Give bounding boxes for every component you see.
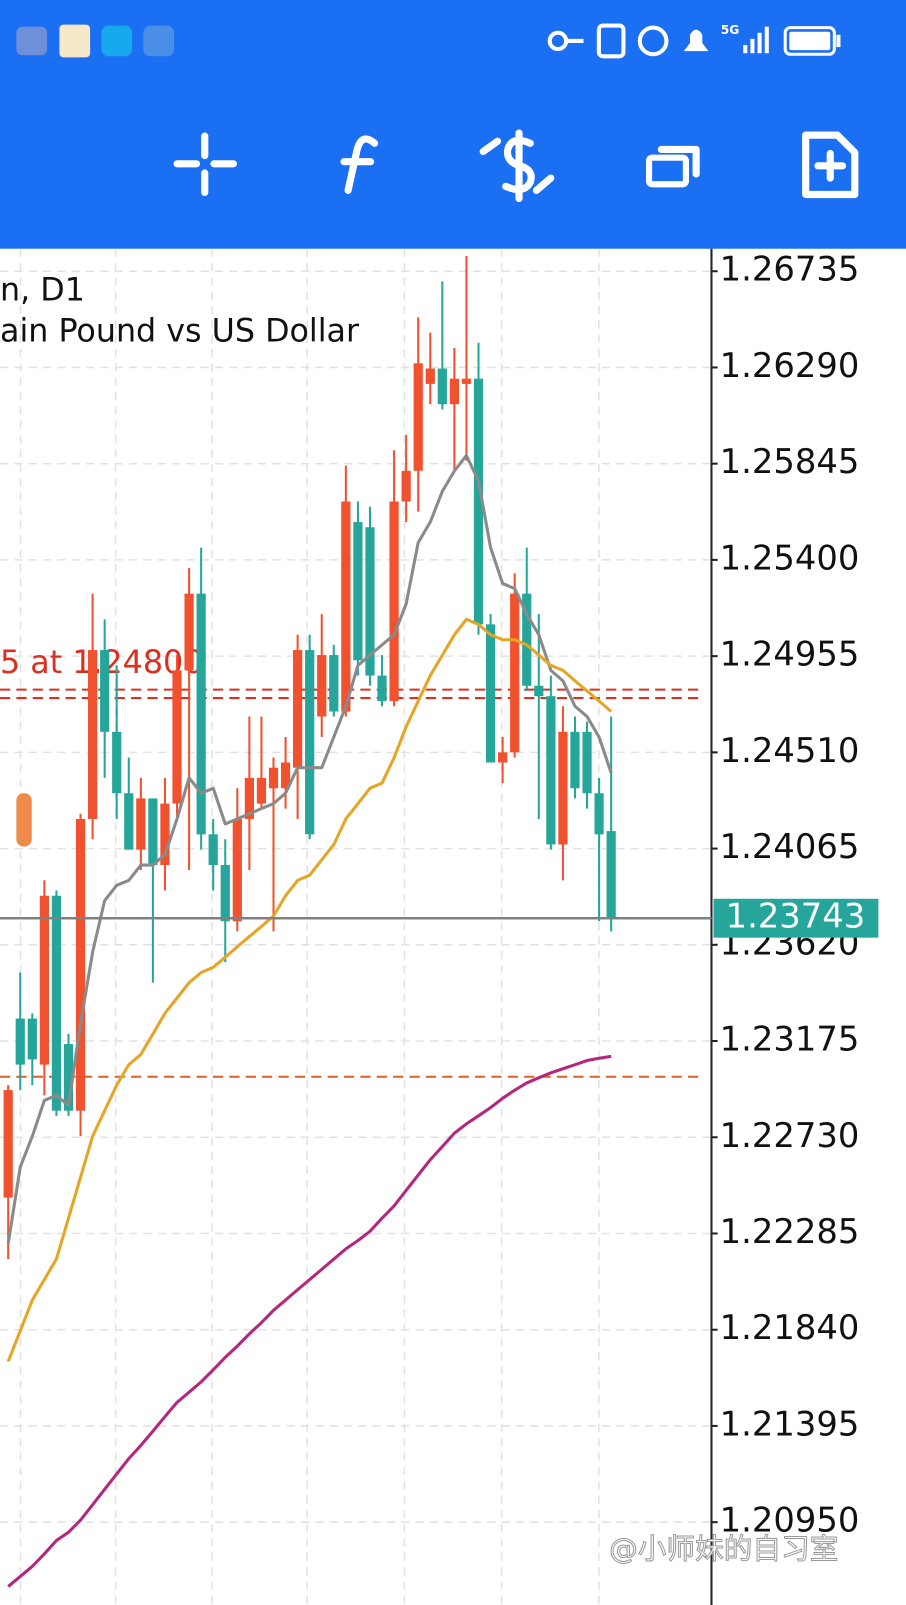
candle-body bbox=[39, 895, 49, 1065]
toolbar bbox=[173, 129, 859, 203]
candle-body bbox=[522, 593, 532, 686]
candle-body bbox=[15, 1018, 25, 1065]
candle-body bbox=[172, 670, 182, 804]
candle-body bbox=[570, 731, 580, 789]
candle-body bbox=[112, 731, 122, 794]
candle-body bbox=[582, 731, 592, 794]
battery-level bbox=[789, 31, 831, 51]
crosshair-button[interactable] bbox=[173, 132, 237, 197]
candle-body bbox=[546, 696, 556, 845]
candle-body bbox=[208, 834, 218, 866]
candle-body bbox=[353, 522, 363, 661]
indicators-button[interactable] bbox=[340, 135, 379, 194]
candle-body bbox=[124, 793, 134, 850]
candle-body bbox=[606, 831, 616, 919]
y-tick-label: 1.21395 bbox=[720, 1404, 860, 1443]
candle-body bbox=[51, 895, 62, 1111]
trade-button[interactable] bbox=[479, 129, 555, 203]
y-tick-label: 1.21840 bbox=[720, 1308, 860, 1347]
candle-body bbox=[136, 798, 146, 850]
candle-body bbox=[389, 501, 399, 702]
candle-body bbox=[473, 378, 484, 625]
vertical-grid bbox=[19, 248, 600, 1605]
mute-icon bbox=[683, 29, 709, 52]
chart-marker bbox=[16, 793, 32, 847]
y-tick-label: 1.23175 bbox=[720, 1020, 860, 1059]
signal-bar bbox=[764, 26, 769, 54]
candle-body bbox=[305, 650, 315, 835]
candle-body bbox=[449, 378, 459, 405]
candle-body bbox=[184, 593, 194, 671]
candle-body bbox=[220, 865, 230, 922]
candle-body bbox=[413, 363, 423, 471]
signal-bar bbox=[750, 38, 755, 54]
candle-body bbox=[437, 368, 447, 405]
candle-body bbox=[100, 650, 110, 732]
candle-body bbox=[75, 818, 86, 1111]
app-icon bbox=[101, 25, 133, 57]
candle-body bbox=[256, 777, 267, 804]
candle-body bbox=[27, 1018, 37, 1060]
moving-average bbox=[6, 453, 613, 1244]
status-icons: 5G bbox=[16, 23, 841, 59]
y-tick-label: 1.26290 bbox=[720, 346, 860, 385]
candle-body bbox=[160, 803, 170, 866]
new-order-button[interactable] bbox=[802, 131, 859, 199]
y-tick-label: 1.25845 bbox=[720, 442, 860, 481]
candle-body bbox=[425, 368, 435, 384]
candle-body bbox=[594, 793, 604, 835]
candle-body bbox=[329, 655, 339, 712]
candle-body bbox=[558, 731, 568, 845]
symbol-timeframe: n, D1 bbox=[0, 273, 85, 309]
candle-body bbox=[196, 593, 206, 835]
app-icon bbox=[59, 24, 91, 58]
candle-body bbox=[317, 655, 327, 717]
candle-body bbox=[377, 675, 387, 702]
candle-body bbox=[293, 650, 303, 768]
signal-bar bbox=[757, 32, 762, 54]
candle-body bbox=[485, 624, 496, 763]
network-type: 5G bbox=[721, 23, 740, 37]
last-price-label: 1.23743 bbox=[726, 897, 866, 936]
app-icon bbox=[143, 25, 175, 57]
candle-body bbox=[232, 818, 242, 922]
moving-average bbox=[6, 617, 613, 1363]
y-tick-label: 1.24510 bbox=[720, 731, 860, 770]
candle-body bbox=[148, 798, 158, 866]
y-tick-label: 1.26735 bbox=[720, 250, 860, 289]
y-tick-label: 1.24065 bbox=[720, 827, 860, 866]
candle-body bbox=[87, 650, 98, 819]
app-header bbox=[0, 0, 906, 249]
candle-body bbox=[341, 501, 351, 712]
signal-bar bbox=[743, 45, 748, 54]
battery-tip bbox=[836, 34, 841, 48]
alarm-icon bbox=[637, 25, 669, 57]
moving-average bbox=[7, 1054, 612, 1588]
battery bbox=[783, 26, 836, 56]
candle-body bbox=[498, 752, 508, 763]
candle-body bbox=[63, 1044, 74, 1111]
app-icon bbox=[16, 26, 48, 56]
candle-body bbox=[280, 762, 291, 789]
y-tick-label: 1.22285 bbox=[720, 1212, 860, 1251]
windows-button[interactable] bbox=[645, 145, 700, 188]
symbol-description: ain Pound vs US Dollar bbox=[0, 314, 360, 350]
y-tick-label: 1.25400 bbox=[720, 538, 860, 577]
candle-body bbox=[510, 593, 520, 753]
y-tick-label: 1.24955 bbox=[720, 635, 860, 674]
candle-body bbox=[3, 1090, 13, 1198]
nfc-icon bbox=[596, 23, 626, 59]
y-tick-label: 1.20950 bbox=[720, 1501, 860, 1540]
candle-body bbox=[268, 767, 279, 789]
candle-body bbox=[244, 777, 254, 819]
y-tick-label: 1.22730 bbox=[720, 1116, 860, 1155]
candle-body bbox=[401, 470, 411, 502]
watermark: @小师妹的自习室 bbox=[609, 1532, 838, 1566]
candle-body bbox=[534, 685, 544, 697]
candle-body bbox=[461, 378, 472, 384]
candle-body bbox=[365, 527, 375, 676]
last-price-box bbox=[713, 898, 879, 938]
